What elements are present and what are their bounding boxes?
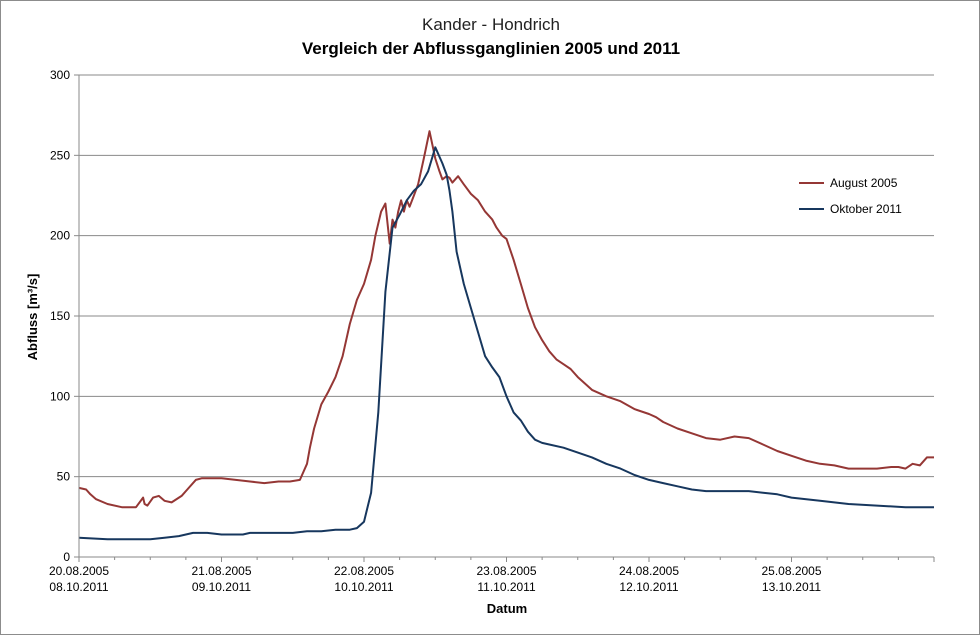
legend-label: August 2005 <box>830 176 898 190</box>
y-tick-label: 200 <box>50 229 70 243</box>
x-tick-label-2005: 23.08.2005 <box>476 564 536 578</box>
x-tick-label-2005: 21.08.2005 <box>191 564 251 578</box>
x-tick-label-2005: 25.08.2005 <box>761 564 821 578</box>
chart-title: Kander - Hondrich <box>422 15 560 34</box>
x-axis-ticks: 20.08.2005 08.10.2011 21.08.2005 09.10.2011… <box>49 557 935 594</box>
y-tick-label: 150 <box>50 309 70 323</box>
x-axis-label: Datum <box>487 601 527 616</box>
axes <box>78 75 934 558</box>
x-tick-label-2011: 12.10.2011 <box>619 580 678 594</box>
series-line-0 <box>78 130 934 509</box>
legend-label: Oktober 2011 <box>830 202 902 216</box>
x-tick-label-2011: 10.10.2011 <box>334 580 393 594</box>
y-tick-label: 100 <box>50 389 70 403</box>
gridlines <box>79 74 934 478</box>
legend: August 2005 Oktober 2011 <box>799 176 902 216</box>
y-tick-label: 300 <box>50 68 70 82</box>
x-tick-label-2011: 08.10.2011 <box>49 580 108 594</box>
x-tick-label-2011: 11.10.2011 <box>477 580 536 594</box>
series-line-1 <box>78 146 934 541</box>
x-tick-label-2005: 20.08.2005 <box>49 564 109 578</box>
x-tick-label-2005: 22.08.2005 <box>334 564 394 578</box>
y-axis-label: Abfluss [m³/s] <box>25 274 40 361</box>
y-tick-label: 50 <box>57 470 71 484</box>
y-tick-label: 250 <box>50 148 70 162</box>
x-tick-label-2005: 24.08.2005 <box>619 564 679 578</box>
y-axis-ticks: 0 50 100 150 200 250 300 <box>50 68 79 564</box>
y-tick-label: 0 <box>63 550 70 564</box>
series-group <box>78 130 934 541</box>
x-tick-label-2011: 09.10.2011 <box>192 580 251 594</box>
x-tick-label-2011: 13.10.2011 <box>762 580 821 594</box>
chart-subtitle: Vergleich der Abflussganglinien 2005 und… <box>302 39 680 58</box>
